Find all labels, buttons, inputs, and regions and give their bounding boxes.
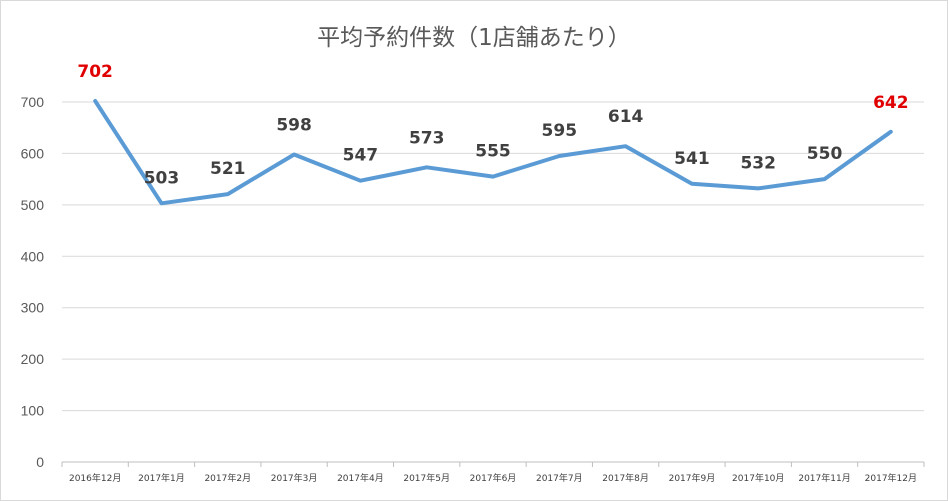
data-labels: 702 503 521 598 547 573 555 595 614 541 532 550 642 (77, 62, 908, 188)
x-tick-label: 2017年1月 (138, 472, 185, 484)
data-label: 555 (475, 142, 511, 162)
x-axis: 2016年12月 2017年1月 2017年2月 2017年3月 2017年4月 2017… (61, 462, 925, 484)
x-tick-label: 2017年10月 (732, 472, 784, 484)
series-line-layer (93, 99, 893, 206)
x-tick-label: 2017年11月 (798, 472, 850, 484)
data-label: 595 (542, 121, 578, 141)
y-tick-label: 500 (21, 197, 45, 213)
x-tick-label: 2017年4月 (337, 472, 384, 484)
x-tick-label: 2017年5月 (403, 472, 450, 484)
y-tick-label: 0 (36, 454, 44, 470)
y-tick-label: 400 (21, 248, 45, 264)
y-tick-label: 300 (21, 300, 45, 316)
x-tick-label: 2017年12月 (865, 472, 917, 484)
data-label: 702 (77, 62, 113, 82)
x-tick-label: 2017年7月 (536, 472, 583, 484)
x-tick-label: 2017年2月 (204, 472, 251, 484)
x-tick-label: 2017年9月 (669, 472, 716, 484)
x-tick-label: 2017年3月 (271, 472, 318, 484)
data-label: 547 (343, 146, 379, 166)
y-tick-label: 700 (21, 94, 45, 110)
data-label: 521 (210, 159, 246, 179)
data-label: 598 (276, 115, 312, 135)
data-label: 573 (409, 128, 445, 148)
data-label: 532 (740, 153, 776, 173)
x-tick-label: 2016年12月 (69, 472, 121, 484)
x-tick-label: 2017年8月 (602, 472, 649, 484)
data-label: 503 (144, 168, 180, 188)
y-tick-label: 100 (21, 403, 45, 419)
y-tick-label: 200 (21, 351, 45, 367)
data-label: 642 (873, 93, 909, 113)
data-label: 614 (608, 107, 644, 127)
gridlines (62, 101, 924, 463)
y-tick-label: 600 (21, 145, 45, 161)
y-axis: 0 100 200 300 400 500 600 700 (21, 94, 45, 470)
series-line (93, 99, 893, 206)
x-tick-label: 2017年6月 (470, 472, 517, 484)
data-label: 550 (807, 144, 843, 164)
chart-title: 平均予約件数（1店舗あたり） (317, 25, 631, 51)
data-label: 541 (674, 149, 710, 169)
